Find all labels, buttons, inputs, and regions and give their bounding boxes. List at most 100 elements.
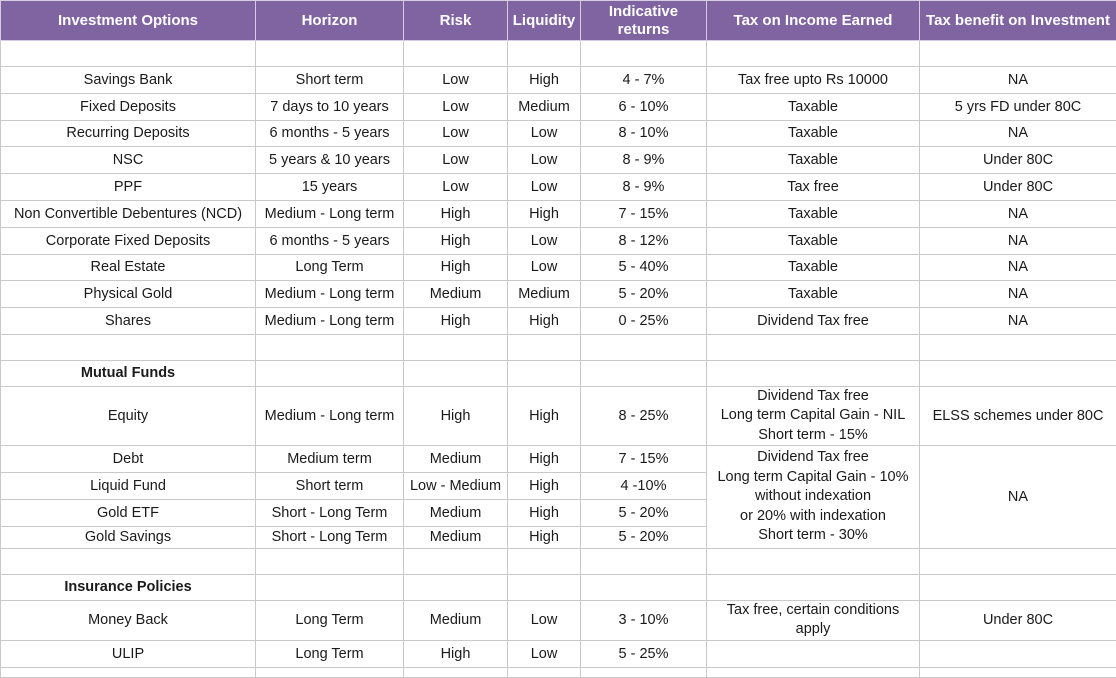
tax-income-cell: Taxable: [707, 227, 920, 254]
tax-benefit-cell: Under 80C: [920, 147, 1116, 174]
returns-cell: 8 - 9%: [581, 147, 707, 174]
horizon-cell: 7 days to 10 years: [256, 93, 404, 120]
text-line: apply: [709, 620, 917, 640]
empty-cell: [707, 360, 920, 386]
returns-cell: 7 - 15%: [581, 446, 707, 473]
blank-row: [1, 334, 1116, 360]
returns-cell: 8 - 25%: [581, 386, 707, 446]
liquidity-cell: High: [508, 386, 581, 446]
tax-benefit-cell: NA: [920, 446, 1116, 548]
empty-cell: [404, 548, 508, 574]
empty-cell: [256, 360, 404, 386]
tax-benefit-cell: NA: [920, 67, 1116, 94]
horizon-cell: Short term: [256, 67, 404, 94]
investment-name: Equity: [1, 386, 256, 446]
text-line: Short term - 30%: [709, 526, 917, 546]
returns-cell: 3 - 10%: [581, 600, 707, 640]
returns-cell: 5 - 20%: [581, 281, 707, 308]
empty-cell: [920, 41, 1116, 67]
table-row: Non Convertible Debentures (NCD)Medium -…: [1, 200, 1116, 227]
empty-cell: [256, 334, 404, 360]
tax-income-cell: Taxable: [707, 254, 920, 281]
text-line: or 20% with indexation: [709, 507, 917, 527]
returns-cell: 8 - 9%: [581, 174, 707, 201]
empty-cell: [508, 360, 581, 386]
horizon-cell: 6 months - 5 years: [256, 120, 404, 147]
returns-cell: 8 - 12%: [581, 227, 707, 254]
investment-name: Corporate Fixed Deposits: [1, 227, 256, 254]
horizon-cell: 15 years: [256, 174, 404, 201]
blank-row: [1, 41, 1116, 67]
tax-income-cell: Dividend Tax free: [707, 308, 920, 335]
investment-name: Savings Bank: [1, 67, 256, 94]
risk-cell: High: [404, 227, 508, 254]
risk-cell: High: [404, 254, 508, 281]
text-line: Long term Capital Gain - 10%: [709, 468, 917, 488]
section-title-insurance: Insurance Policies: [1, 574, 256, 600]
investment-name: NSC: [1, 147, 256, 174]
tax-benefit-cell: NA: [920, 254, 1116, 281]
risk-cell: High: [404, 308, 508, 335]
empty-cell: [404, 574, 508, 600]
tax-income-cell: Tax free upto Rs 10000: [707, 67, 920, 94]
empty-cell: [920, 334, 1116, 360]
empty-cell: [920, 548, 1116, 574]
investment-name: Fixed Deposits: [1, 93, 256, 120]
section-title-mutual-funds: Mutual Funds: [1, 360, 256, 386]
empty-cell: [256, 41, 404, 67]
returns-cell: 6 - 10%: [581, 93, 707, 120]
investment-name: Debt: [1, 446, 256, 473]
risk-cell: High: [404, 640, 508, 667]
header-indicative-returns: Indicative returns: [581, 1, 707, 41]
risk-cell: Low - Medium: [404, 473, 508, 500]
horizon-cell: 6 months - 5 years: [256, 227, 404, 254]
investment-name: Gold Savings: [1, 526, 256, 548]
liquidity-cell: Low: [508, 147, 581, 174]
horizon-cell: Medium - Long term: [256, 281, 404, 308]
header-tax-on-income: Tax on Income Earned: [707, 1, 920, 41]
investment-name: Non Convertible Debentures (NCD): [1, 200, 256, 227]
horizon-cell: Long Term: [256, 600, 404, 640]
returns-cell: 5 - 40%: [581, 254, 707, 281]
horizon-cell: Long Term: [256, 254, 404, 281]
horizon-cell: Short - Long Term: [256, 500, 404, 527]
empty-cell: [256, 548, 404, 574]
horizon-cell: Medium - Long term: [256, 386, 404, 446]
risk-cell: Low: [404, 120, 508, 147]
returns-cell: 5 - 25%: [581, 640, 707, 667]
empty-cell: [581, 574, 707, 600]
empty-cell: [707, 334, 920, 360]
empty-cell: [256, 574, 404, 600]
tax-benefit-cell: NA: [920, 227, 1116, 254]
empty-cell: [508, 41, 581, 67]
liquidity-cell: High: [508, 67, 581, 94]
investment-name: ULIP: [1, 640, 256, 667]
tax-benefit-cell: Under 80C: [920, 174, 1116, 201]
tax-benefit-cell: NA: [920, 281, 1116, 308]
horizon-cell: Short - Long Term: [256, 526, 404, 548]
investment-name: Liquid Fund: [1, 473, 256, 500]
horizon-cell: Medium - Long term: [256, 308, 404, 335]
text-line: Short term - 15%: [709, 426, 917, 446]
risk-cell: Medium: [404, 446, 508, 473]
empty-cell: [581, 41, 707, 67]
tax-income-cell: Taxable: [707, 147, 920, 174]
risk-cell: Low: [404, 147, 508, 174]
horizon-cell: Medium - Long term: [256, 200, 404, 227]
risk-cell: Medium: [404, 281, 508, 308]
empty-cell: [508, 574, 581, 600]
empty-cell: [920, 360, 1116, 386]
returns-cell: 8 - 10%: [581, 120, 707, 147]
returns-cell: 7 - 15%: [581, 200, 707, 227]
investment-name: Money Back: [1, 600, 256, 640]
investment-name: Shares: [1, 308, 256, 335]
